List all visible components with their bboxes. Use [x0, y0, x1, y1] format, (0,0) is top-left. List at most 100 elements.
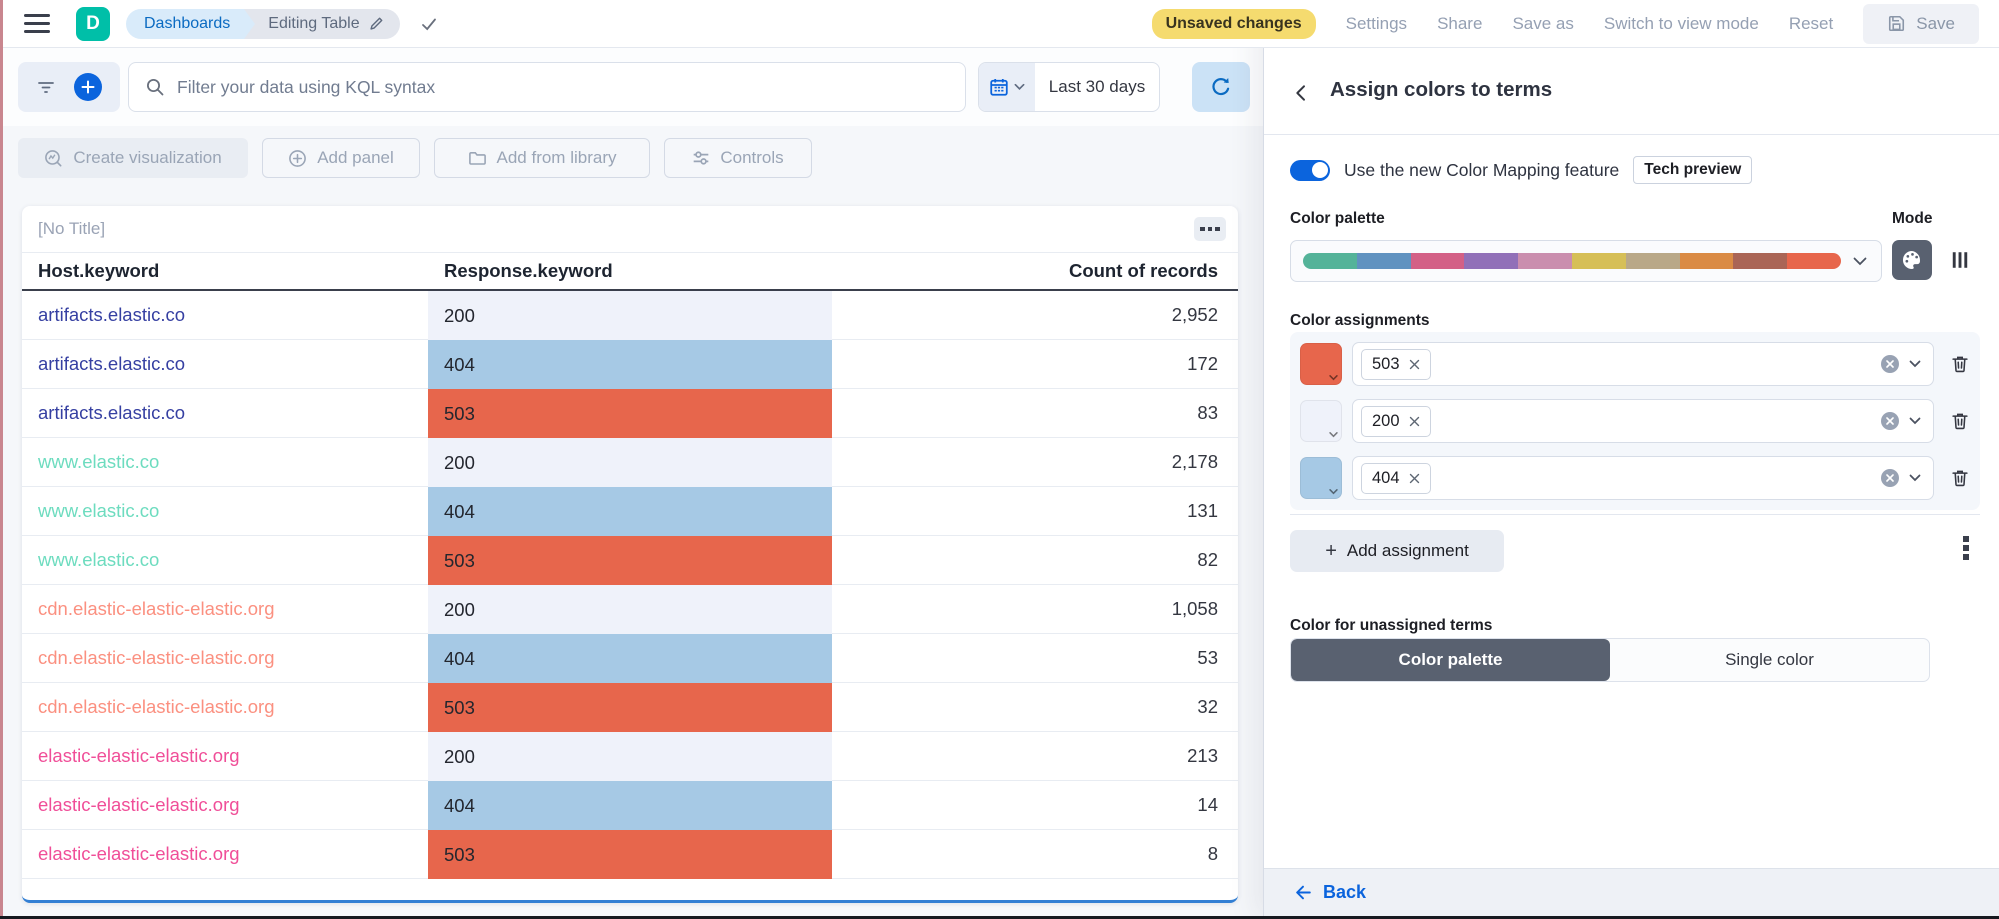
term-combobox[interactable]: 503: [1352, 342, 1934, 386]
chevron-down-icon[interactable]: [1909, 474, 1921, 482]
chevron-down-icon[interactable]: [1909, 360, 1921, 368]
response-cell[interactable]: 503: [428, 536, 832, 585]
save-button[interactable]: Save: [1863, 3, 1979, 44]
host-cell[interactable]: elastic-elastic-elastic.org: [22, 830, 428, 879]
host-cell[interactable]: www.elastic.co: [22, 438, 428, 487]
column-header-count[interactable]: Count of records: [1068, 260, 1218, 281]
color-assignment-row: 200: [1300, 398, 1970, 444]
table-row[interactable]: elastic-elastic-elastic.org 200 213: [22, 732, 1238, 781]
breadcrumb: Dashboards Editing Table: [126, 8, 400, 39]
flyout-back-arrow-icon[interactable]: [1294, 84, 1314, 102]
controls-button[interactable]: Controls: [664, 138, 812, 178]
assignment-options-icon[interactable]: [1963, 536, 1969, 560]
response-cell[interactable]: 503: [428, 389, 832, 438]
table-row[interactable]: cdn.elastic-elastic-elastic.org 404 53: [22, 634, 1238, 683]
unassigned-single-color-option[interactable]: Single color: [1725, 650, 1814, 669]
breadcrumb-dashboards[interactable]: Dashboards: [126, 8, 256, 39]
share-button[interactable]: Share: [1437, 13, 1483, 33]
deployment-logo[interactable]: D: [76, 6, 110, 41]
response-cell[interactable]: 404: [428, 634, 832, 683]
create-visualization-button[interactable]: Create visualization: [18, 138, 248, 178]
table-row[interactable]: elastic-elastic-elastic.org 404 14: [22, 781, 1238, 830]
remove-term-icon[interactable]: [1409, 416, 1420, 427]
table-row[interactable]: artifacts.elastic.co 503 83: [22, 389, 1238, 438]
host-cell[interactable]: artifacts.elastic.co: [22, 389, 428, 438]
back-arrow-icon[interactable]: [1294, 884, 1313, 901]
host-cell[interactable]: artifacts.elastic.co: [22, 291, 428, 340]
host-cell[interactable]: cdn.elastic-elastic-elastic.org: [22, 585, 428, 634]
add-filter-button[interactable]: [74, 73, 102, 101]
table-row[interactable]: elastic-elastic-elastic.org 503 8: [22, 830, 1238, 879]
color-palette-select[interactable]: [1290, 240, 1882, 282]
time-range-value[interactable]: Last 30 days: [1048, 77, 1146, 96]
delete-assignment-icon[interactable]: [1950, 354, 1970, 374]
clear-selection-icon[interactable]: [1881, 412, 1899, 430]
date-picker-calendar-button[interactable]: [979, 63, 1035, 111]
unassigned-terms-label: Color for unassigned terms: [1290, 617, 1493, 634]
color-mapping-toggle-row: Use the new Color Mapping feature Tech p…: [1290, 156, 1753, 184]
unassigned-color-palette-option[interactable]: Color palette: [1291, 639, 1610, 681]
host-cell[interactable]: www.elastic.co: [22, 536, 428, 585]
folder-icon: [468, 151, 486, 165]
response-cell[interactable]: 404: [428, 781, 832, 830]
add-from-library-button[interactable]: Add from library: [434, 138, 650, 178]
table-row[interactable]: cdn.elastic-elastic-elastic.org 200 1,05…: [22, 585, 1238, 634]
term-pill-label: 503: [1372, 354, 1400, 373]
table-row[interactable]: www.elastic.co 503 82: [22, 536, 1238, 585]
add-panel-button[interactable]: Add panel: [262, 138, 420, 178]
table-row[interactable]: artifacts.elastic.co 200 2,952: [22, 291, 1238, 340]
chevron-down-icon[interactable]: [1909, 417, 1921, 425]
response-cell[interactable]: 200: [428, 438, 832, 487]
column-header-host[interactable]: Host.keyword: [38, 260, 160, 281]
term-pill: 200: [1361, 405, 1431, 437]
panel-options-icon[interactable]: [1194, 217, 1226, 241]
mode-palette-button[interactable]: [1892, 240, 1932, 280]
color-swatch[interactable]: [1300, 457, 1342, 499]
menu-hamburger-icon[interactable]: [24, 14, 50, 33]
count-cell: 1,058: [832, 585, 1238, 634]
color-swatch[interactable]: [1300, 400, 1342, 442]
response-cell[interactable]: 404: [428, 340, 832, 389]
mode-categorical-button[interactable]: [1940, 240, 1980, 280]
save-as-button[interactable]: Save as: [1512, 13, 1574, 33]
table-row[interactable]: artifacts.elastic.co 404 172: [22, 340, 1238, 389]
response-cell[interactable]: 404: [428, 487, 832, 536]
color-swatch[interactable]: [1300, 343, 1342, 385]
term-combobox[interactable]: 404: [1352, 456, 1934, 500]
kql-query-input[interactable]: [177, 76, 949, 98]
remove-term-icon[interactable]: [1409, 359, 1420, 370]
refresh-button[interactable]: [1192, 62, 1250, 112]
unassigned-color-button-group: Color palette Single color: [1290, 638, 1930, 682]
column-header-response[interactable]: Response.keyword: [444, 260, 613, 281]
clear-selection-icon[interactable]: [1881, 469, 1899, 487]
back-link[interactable]: Back: [1323, 882, 1367, 902]
filter-icon[interactable]: [36, 78, 56, 96]
host-cell[interactable]: cdn.elastic-elastic-elastic.org: [22, 634, 428, 683]
reset-button[interactable]: Reset: [1788, 13, 1834, 33]
color-mapping-toggle[interactable]: [1290, 159, 1330, 181]
response-cell[interactable]: 200: [428, 732, 832, 781]
response-cell[interactable]: 200: [428, 585, 832, 634]
settings-button[interactable]: Settings: [1345, 13, 1408, 33]
term-combobox[interactable]: 200: [1352, 399, 1934, 443]
clear-selection-icon[interactable]: [1881, 355, 1899, 373]
switch-to-view-mode-button[interactable]: Switch to view mode: [1603, 13, 1759, 33]
host-cell[interactable]: artifacts.elastic.co: [22, 340, 428, 389]
response-cell[interactable]: 503: [428, 683, 832, 732]
add-assignment-button[interactable]: + Add assignment: [1290, 530, 1504, 572]
response-cell[interactable]: 503: [428, 830, 832, 879]
remove-term-icon[interactable]: [1409, 473, 1420, 484]
breadcrumb-editing-table[interactable]: Editing Table: [244, 8, 400, 39]
delete-assignment-icon[interactable]: [1950, 411, 1970, 431]
table-row[interactable]: cdn.elastic-elastic-elastic.org 503 32: [22, 683, 1238, 732]
delete-assignment-icon[interactable]: [1950, 468, 1970, 488]
host-cell[interactable]: www.elastic.co: [22, 487, 428, 536]
count-cell: 53: [832, 634, 1238, 683]
host-cell[interactable]: elastic-elastic-elastic.org: [22, 732, 428, 781]
pencil-icon: [370, 17, 383, 30]
table-row[interactable]: www.elastic.co 404 131: [22, 487, 1238, 536]
host-cell[interactable]: cdn.elastic-elastic-elastic.org: [22, 683, 428, 732]
host-cell[interactable]: elastic-elastic-elastic.org: [22, 781, 428, 830]
response-cell[interactable]: 200: [428, 291, 832, 340]
table-row[interactable]: www.elastic.co 200 2,178: [22, 438, 1238, 487]
